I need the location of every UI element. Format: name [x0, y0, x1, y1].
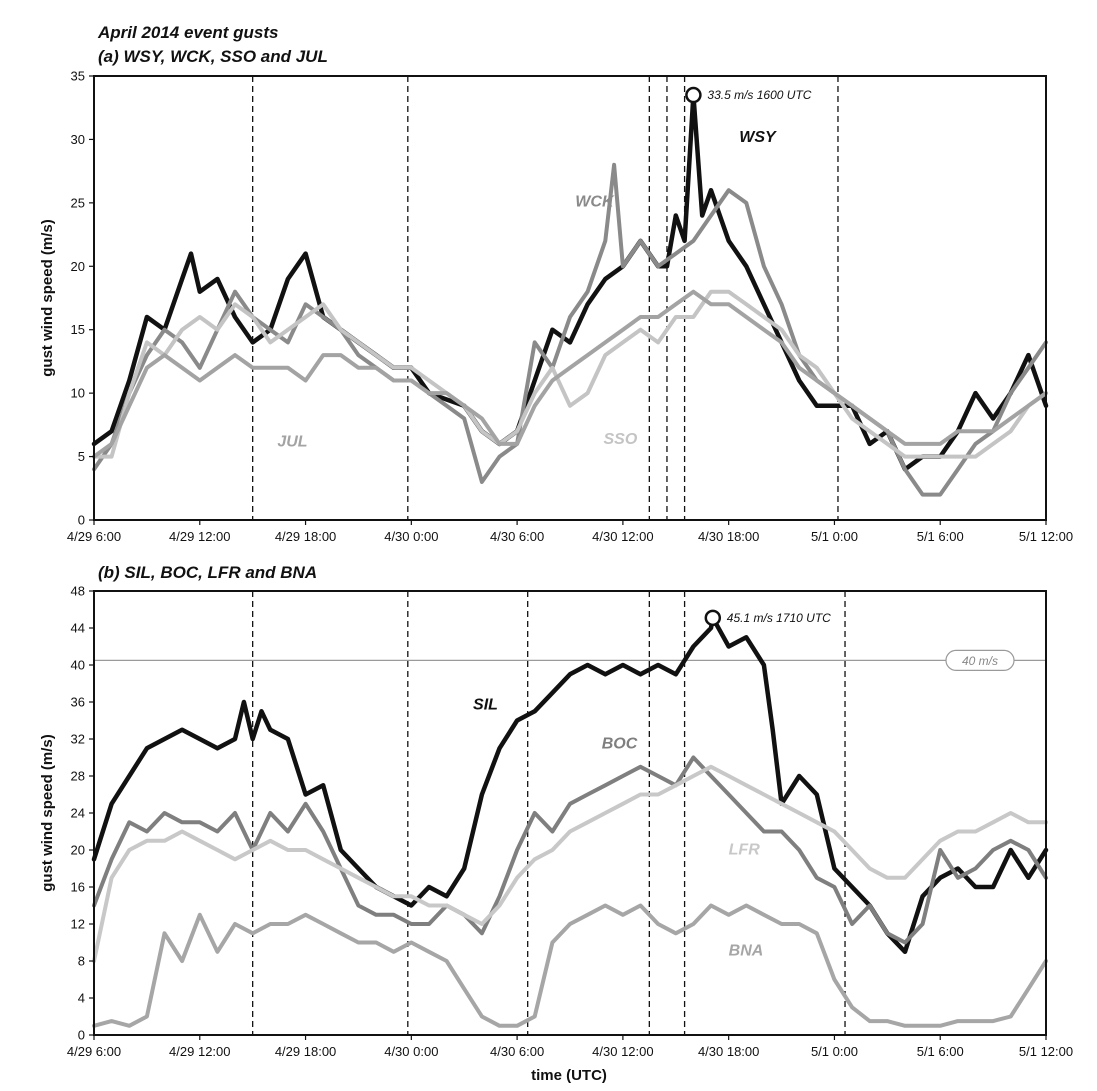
a-xtick-label: 4/29 12:00	[169, 529, 230, 544]
b-ytick-label: 24	[71, 806, 85, 821]
b-hline-badge	[945, 649, 1015, 671]
b-ytick-label: 16	[71, 880, 85, 895]
b-label-lfr: LFR	[729, 842, 761, 859]
b-ytick-label: 36	[71, 695, 85, 710]
a-series-wsy	[91, 92, 1049, 472]
b-series-bna	[92, 903, 1048, 1028]
a-xtick-label: 4/30 0:00	[384, 529, 438, 544]
b-series-boc	[92, 755, 1048, 945]
a-xtick-label: 5/1 12:00	[1019, 529, 1073, 544]
b-label-boc: BOC	[602, 735, 638, 752]
b-hline-label: 40 m/s	[962, 654, 998, 668]
a-ytick-label: 10	[71, 386, 85, 401]
a-y-axis-label: gust wind speed (m/s)	[39, 219, 56, 377]
a-xtick-label: 5/1 0:00	[811, 529, 858, 544]
a-label-wck: WCK	[575, 194, 615, 211]
b-ytick-label: 4	[78, 991, 85, 1006]
a-label-sso: SSO	[603, 431, 637, 448]
a-xtick-label: 4/30 6:00	[490, 529, 544, 544]
b-series-lfr	[92, 764, 1048, 963]
a-xtick-label: 4/30 12:00	[592, 529, 653, 544]
a-label-jul: JUL	[277, 433, 307, 450]
x-axis-label: time (UTC)	[531, 1067, 607, 1084]
a-ytick-label: 25	[71, 195, 85, 210]
a-series-sso	[92, 289, 1048, 459]
a-xtick-label: 4/29 18:00	[275, 529, 336, 544]
a-label-wsy: WSY	[739, 129, 777, 146]
b-ytick-label: 44	[71, 621, 85, 636]
a-peak-marker	[685, 86, 702, 104]
panel-a-title: (a) WSY, WCK, SSO and JUL	[98, 47, 328, 66]
b-ytick-label: 20	[71, 843, 85, 858]
panel-a-chart: WSY WCK SSO JUL 33.5 m/s 1600 UTC 0 5 10 15 20 25 3…	[39, 69, 1073, 545]
a-xtick-label: 4/30 18:00	[698, 529, 759, 544]
a-ytick-label: 20	[71, 259, 85, 274]
a-xtick-label: 5/1 6:00	[917, 529, 964, 544]
a-ytick-label: 5	[78, 449, 85, 464]
b-peak-label: 45.1 m/s 1710 UTC	[727, 611, 831, 625]
a-xtick-label: 4/29 6:00	[67, 529, 121, 544]
b-ytick-label: 12	[71, 917, 85, 932]
b-xtick-label: 4/29 18:00	[275, 1044, 336, 1059]
figure-title: April 2014 event gusts	[97, 23, 278, 42]
b-xtick-label: 4/30 6:00	[490, 1044, 544, 1059]
b-ytick-label: 0	[78, 1028, 85, 1043]
b-xtick-label: 4/30 0:00	[384, 1044, 438, 1059]
b-label-sil: SIL	[473, 696, 498, 713]
a-series-wck	[92, 162, 1048, 497]
b-xtick-label: 4/29 12:00	[169, 1044, 230, 1059]
b-label-bna: BNA	[729, 942, 764, 959]
b-ytick-label: 8	[78, 954, 85, 969]
b-xtick-label: 4/29 6:00	[67, 1044, 121, 1059]
b-xtick-label: 5/1 6:00	[917, 1044, 964, 1059]
a-series-jul	[92, 289, 1048, 459]
panel-b-title: (b) SIL, BOC, LFR and BNA	[98, 563, 317, 582]
b-series-sil	[91, 615, 1049, 955]
a-plot-frame	[93, 75, 1047, 521]
b-xtick-label: 4/30 12:00	[592, 1044, 653, 1059]
b-ytick-label: 48	[71, 584, 85, 599]
b-peak-marker	[704, 609, 722, 627]
a-peak-label: 33.5 m/s 1600 UTC	[707, 88, 811, 102]
b-xtick-label: 5/1 0:00	[811, 1044, 858, 1059]
b-ytick-label: 28	[71, 769, 85, 784]
b-ytick-label: 32	[71, 732, 85, 747]
a-ytick-label: 30	[71, 132, 85, 147]
b-xtick-label: 5/1 12:00	[1019, 1044, 1073, 1059]
a-ytick-label: 15	[71, 322, 85, 337]
b-xtick-label: 4/30 18:00	[698, 1044, 759, 1059]
b-ytick-label: 40	[71, 658, 85, 673]
b-y-axis-label: gust wind speed (m/s)	[39, 734, 56, 892]
a-ytick-label: 0	[78, 513, 85, 528]
a-ytick-label: 35	[71, 69, 85, 84]
